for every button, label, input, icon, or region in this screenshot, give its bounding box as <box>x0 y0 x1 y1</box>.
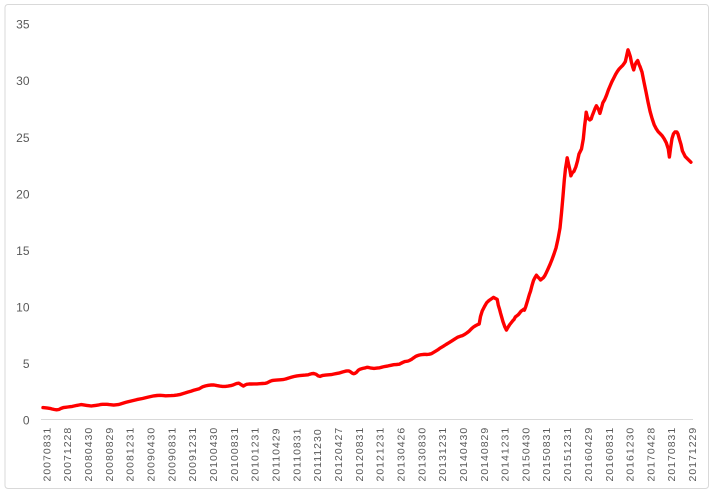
svg-text:20170428: 20170428 <box>646 427 658 482</box>
svg-text:20101231: 20101231 <box>250 427 262 482</box>
svg-text:20150831: 20150831 <box>541 427 553 482</box>
svg-text:20130830: 20130830 <box>416 427 428 482</box>
svg-text:20091231: 20091231 <box>187 427 199 482</box>
svg-text:20071228: 20071228 <box>62 427 74 482</box>
svg-text:5: 5 <box>23 357 30 371</box>
svg-text:20160429: 20160429 <box>583 427 595 482</box>
svg-text:20111230: 20111230 <box>312 428 324 481</box>
svg-text:0: 0 <box>23 414 30 428</box>
svg-text:20080829: 20080829 <box>104 427 116 482</box>
svg-text:20131231: 20131231 <box>437 427 449 482</box>
svg-text:20090430: 20090430 <box>146 427 158 482</box>
svg-text:20140430: 20140430 <box>458 427 470 482</box>
svg-text:20110831: 20110831 <box>291 428 303 482</box>
svg-text:20110429: 20110429 <box>270 428 282 482</box>
svg-text:20160831: 20160831 <box>604 427 616 482</box>
svg-text:20100430: 20100430 <box>208 427 220 482</box>
svg-text:10: 10 <box>16 301 30 315</box>
svg-text:20: 20 <box>16 187 30 201</box>
svg-text:20141231: 20141231 <box>500 427 512 482</box>
svg-text:20070831: 20070831 <box>41 427 53 482</box>
svg-text:20171229: 20171229 <box>687 427 699 482</box>
svg-text:20080430: 20080430 <box>83 427 95 482</box>
svg-text:20140829: 20140829 <box>479 427 491 482</box>
svg-text:20121231: 20121231 <box>375 427 387 482</box>
svg-text:20120427: 20120427 <box>333 427 345 482</box>
svg-text:20090831: 20090831 <box>166 427 178 482</box>
svg-text:20130426: 20130426 <box>395 427 407 482</box>
svg-text:20100831: 20100831 <box>229 427 241 482</box>
svg-text:20151231: 20151231 <box>562 427 574 482</box>
svg-text:20081231: 20081231 <box>125 427 137 482</box>
svg-text:20170831: 20170831 <box>666 427 678 482</box>
svg-text:20120831: 20120831 <box>354 427 366 482</box>
svg-text:20150430: 20150430 <box>521 427 533 482</box>
svg-text:15: 15 <box>16 244 30 258</box>
svg-text:30: 30 <box>16 74 30 88</box>
svg-text:35: 35 <box>16 18 30 32</box>
svg-text:25: 25 <box>16 131 30 145</box>
svg-text:20161230: 20161230 <box>625 427 637 482</box>
